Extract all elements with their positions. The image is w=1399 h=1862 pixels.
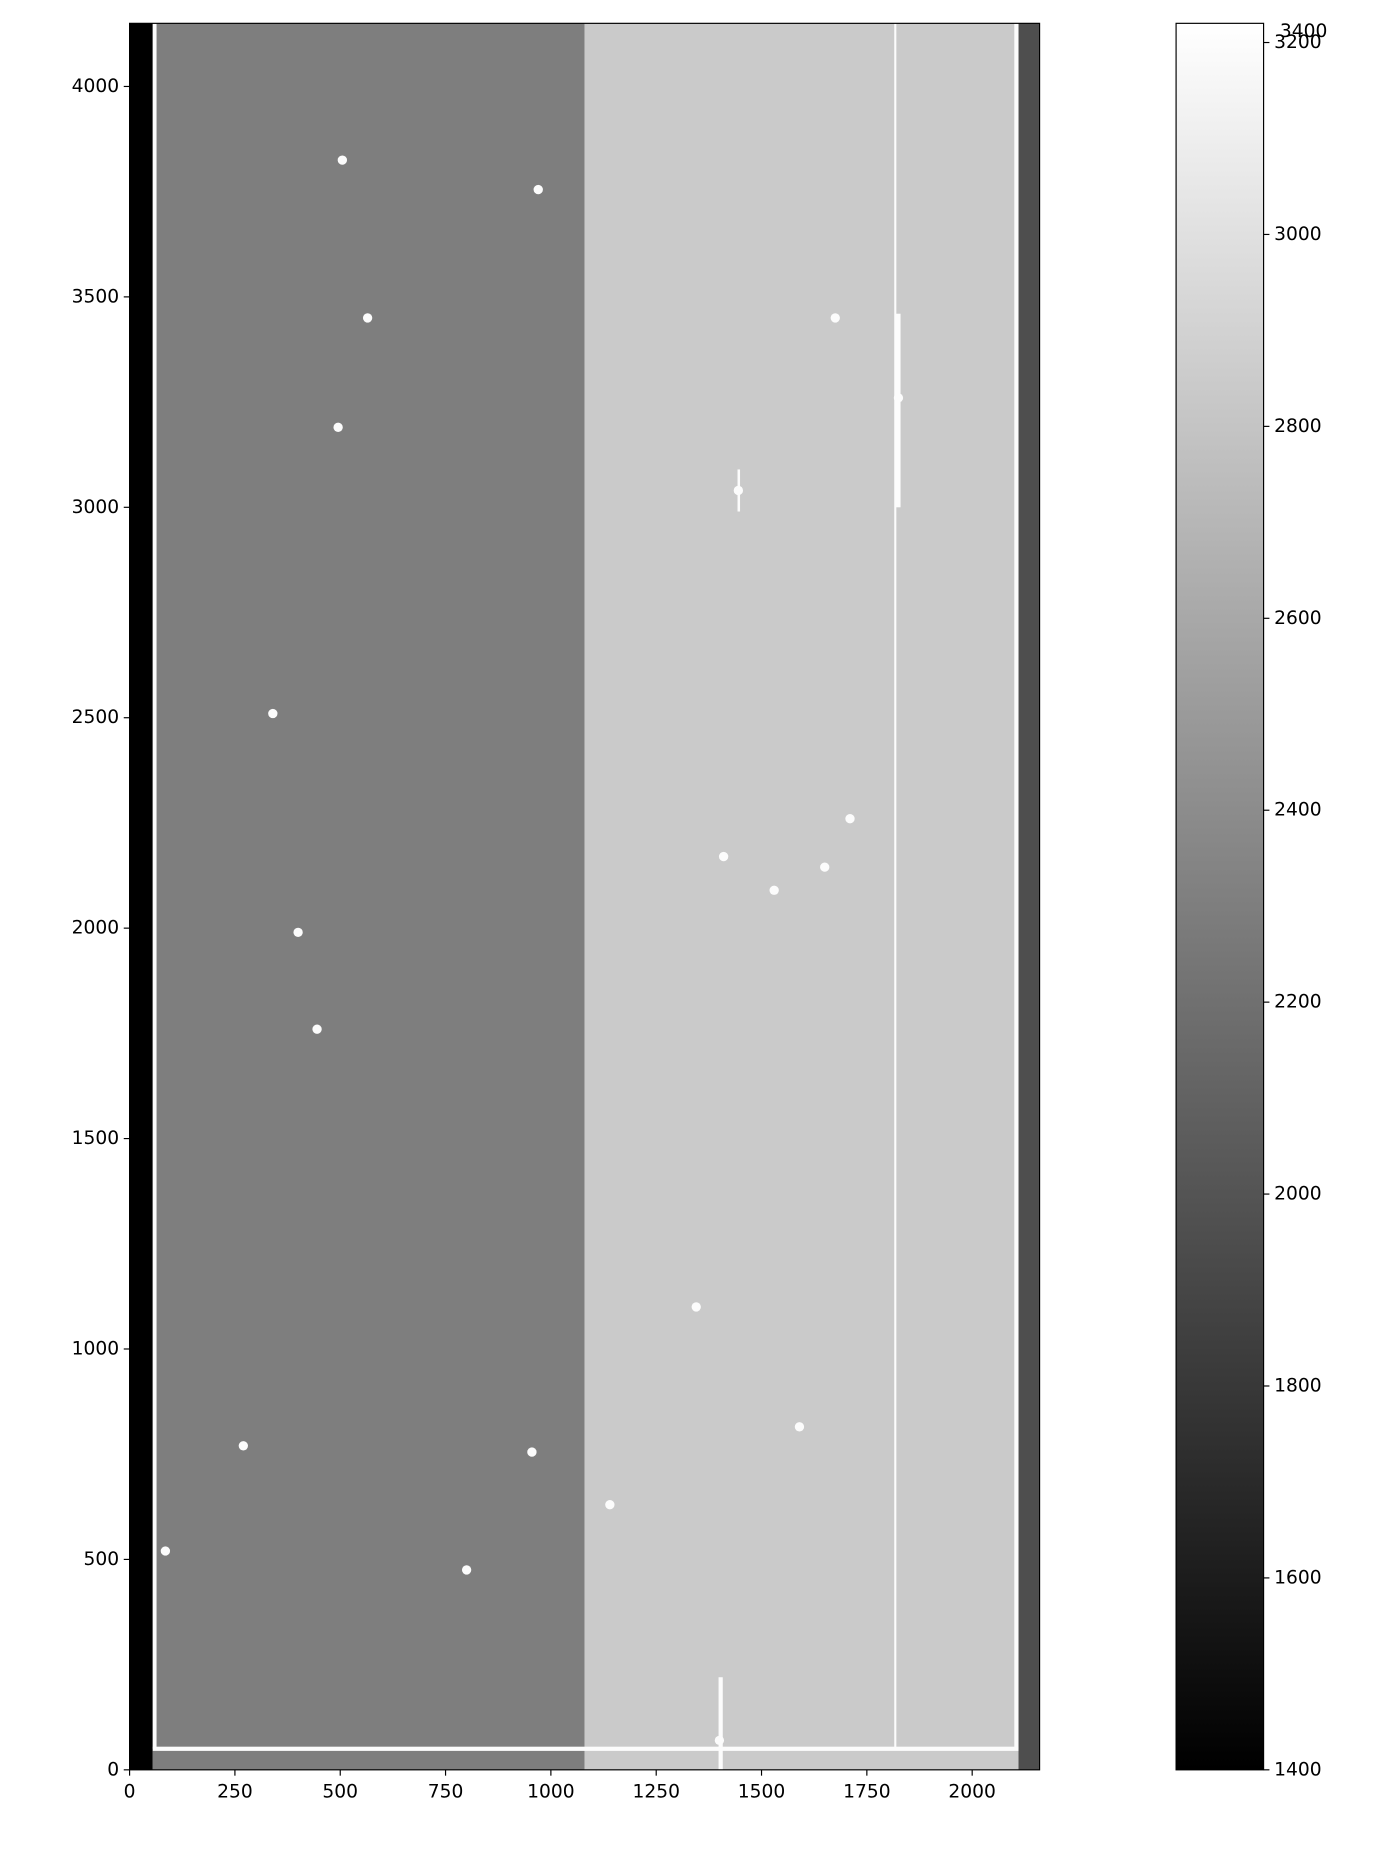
source [795,1422,804,1431]
colorbar-tick-label: 1600 [1274,1567,1321,1588]
image-region [153,1747,1019,1751]
source [462,1565,471,1574]
y-tick-label: 0 [107,1759,119,1780]
source [831,313,840,322]
source [333,423,342,432]
image-region [585,23,1019,1770]
source [719,852,728,861]
image [130,23,1040,1770]
x-tick-label: 0 [124,1782,136,1803]
image-region [1014,23,1018,1748]
image-region [130,23,153,1770]
source [605,1500,614,1509]
image-region [1019,23,1040,1770]
source [239,1441,248,1450]
colorbar-tick-label: 2400 [1274,800,1321,821]
colorbar-tick-label: 1400 [1274,1759,1321,1780]
image-region [719,1677,723,1770]
colorbar-scale [1176,23,1264,1770]
colorbar-tick-label: 2200 [1274,992,1321,1013]
image-region [894,23,896,1748]
source [770,886,779,895]
colorbar-overlap-label: 3400 [1280,21,1327,42]
source [338,155,347,164]
x-tick-label: 2000 [948,1782,995,1803]
y-tick-label: 1500 [72,1128,119,1149]
colorbar-tick-label: 2800 [1274,416,1321,437]
colorbar-tick-label: 1800 [1274,1375,1321,1396]
source [527,1447,536,1456]
chart: 1400160018002000220024002600280030003200… [0,0,1399,1862]
source [293,928,302,937]
colorbar-tick-label: 3000 [1274,224,1321,245]
x-tick-label: 1500 [738,1782,785,1803]
x-tick-label: 1000 [527,1782,574,1803]
x-tick-label: 750 [428,1782,464,1803]
y-tick-label: 3500 [72,286,119,307]
source [312,1024,321,1033]
x-tick-label: 1750 [843,1782,890,1803]
x-tick-label: 500 [322,1782,358,1803]
x-tick-label: 1250 [632,1782,679,1803]
source [534,185,543,194]
source [161,1546,170,1555]
image-region [153,23,585,1770]
image-region [153,23,157,1748]
y-tick-label: 500 [83,1549,119,1570]
source [820,862,829,871]
colorbar-tick-label: 2600 [1274,608,1321,629]
source [692,1302,701,1311]
source [845,814,854,823]
source [715,1736,724,1745]
y-tick-label: 4000 [72,76,119,97]
x-tick-label: 250 [217,1782,253,1803]
colorbar-tick-label: 2000 [1274,1184,1321,1205]
y-tick-label: 3000 [72,497,119,518]
source [363,313,372,322]
image-region [896,314,901,508]
y-tick-label: 2000 [72,918,119,939]
source [268,709,277,718]
source [894,393,903,402]
y-tick-label: 1000 [72,1338,119,1359]
source [734,486,743,495]
y-tick-label: 2500 [72,707,119,728]
